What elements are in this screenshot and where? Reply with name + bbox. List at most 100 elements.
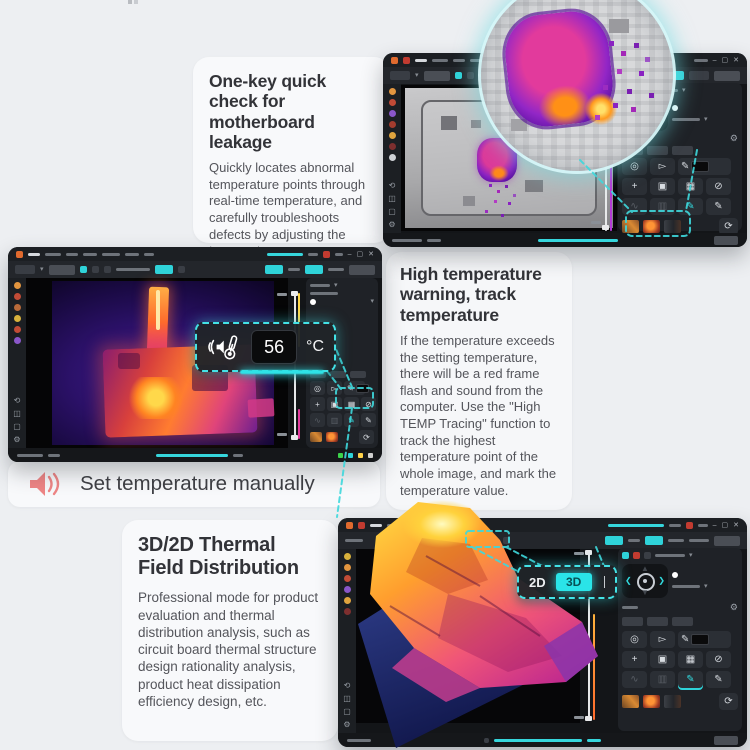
preset-button[interactable] (350, 371, 366, 378)
grid-view-button[interactable]: ▦ (678, 651, 703, 668)
span-button-active[interactable] (154, 265, 173, 274)
erase-button[interactable]: ⊘ (706, 651, 731, 668)
palette-dot[interactable] (13, 315, 21, 322)
tool-button[interactable] (91, 266, 99, 273)
calibration-button[interactable] (48, 264, 75, 275)
minimize-button[interactable]: – (712, 521, 717, 529)
palette-dot[interactable] (388, 154, 396, 161)
tool-toggle[interactable] (79, 266, 87, 273)
rows-tool-button[interactable]: ▥ (650, 198, 675, 215)
menu-item[interactable] (387, 523, 403, 527)
palette-dot[interactable] (343, 553, 351, 560)
tool-toggle[interactable] (454, 72, 462, 79)
tool-button[interactable] (491, 537, 498, 544)
undo-icon[interactable]: ⟲ (388, 181, 396, 190)
caret-down-icon[interactable]: ▾ (689, 552, 693, 559)
preset-button[interactable] (672, 146, 693, 155)
gallery-thumbnail[interactable] (664, 220, 681, 233)
preset-button[interactable] (647, 617, 668, 626)
tool-button[interactable] (466, 72, 474, 79)
panel-icon[interactable]: ◫ (13, 409, 21, 418)
connect-button[interactable] (714, 235, 738, 245)
curve-tool-button[interactable]: ∿ (622, 198, 647, 215)
account-placeholder[interactable] (668, 523, 681, 527)
erase-button[interactable]: ⊘ (706, 178, 731, 195)
mode-button[interactable] (689, 71, 709, 80)
alert-toggle[interactable] (633, 552, 640, 559)
mode-button-active[interactable] (305, 265, 323, 274)
palette-dot[interactable] (343, 597, 351, 604)
undo-icon[interactable]: ⟲ (13, 396, 21, 405)
grid-view-button[interactable]: ▦ (344, 397, 359, 411)
gear-icon[interactable]: ⚙ (388, 220, 396, 229)
box-icon[interactable]: ▢ (13, 422, 21, 431)
gear-icon[interactable]: ⚙ (729, 133, 738, 143)
slider-handle[interactable] (602, 225, 609, 230)
device-dropdown[interactable] (390, 71, 410, 80)
annotate-button[interactable]: ✎ (678, 631, 731, 648)
tool-button[interactable] (503, 537, 510, 544)
frame-select-button[interactable]: ▣ (650, 651, 675, 668)
palette-dot[interactable] (13, 304, 21, 311)
erase-button[interactable]: ⊘ (361, 397, 376, 411)
temp-trace-button-active[interactable]: ✎ (678, 671, 703, 688)
menu-item[interactable] (408, 523, 420, 527)
grid-view-button[interactable]: ▦ (678, 178, 703, 195)
palette-dot[interactable] (13, 326, 21, 333)
calibration-button[interactable] (423, 70, 450, 81)
palette-dot[interactable] (13, 337, 21, 344)
frame-select-button[interactable]: ▣ (327, 397, 342, 411)
toggle-2d-button[interactable]: 2D (529, 574, 546, 590)
mode-button-active[interactable] (645, 536, 663, 545)
language-flag-icon[interactable] (685, 521, 693, 529)
preset-button[interactable] (310, 371, 326, 378)
close-button[interactable]: ✕ (368, 250, 374, 258)
temp-mark-button[interactable]: ✎ (361, 413, 376, 427)
mode-button-active[interactable] (605, 536, 623, 545)
connection-button[interactable] (349, 264, 375, 275)
mode-button-active[interactable] (265, 265, 283, 274)
menu-item[interactable] (66, 252, 78, 256)
dropdown-placeholder[interactable] (672, 118, 700, 121)
menu-item[interactable] (45, 252, 61, 256)
menu-item[interactable] (102, 252, 120, 256)
frame-select-button[interactable]: ▣ (650, 178, 675, 195)
temp-trace-button[interactable]: ✎ (344, 381, 369, 395)
palette-dot[interactable] (343, 586, 351, 593)
gallery-thumbnail[interactable] (310, 432, 322, 442)
tri-up-icon[interactable]: ▲ (641, 564, 649, 573)
refresh-button[interactable]: ⟳ (719, 693, 738, 710)
palette-dot[interactable] (388, 99, 396, 106)
tri-down-icon[interactable]: ▼ (641, 588, 649, 597)
toggle-3d-button-active[interactable]: 3D (555, 573, 592, 591)
preset-button[interactable] (647, 146, 668, 155)
dropdown-placeholder[interactable] (672, 585, 700, 588)
slider-handle-max[interactable] (291, 291, 298, 296)
gear-icon[interactable]: ⚙ (343, 720, 351, 729)
slider-handle-min[interactable] (585, 716, 592, 721)
refresh-button[interactable]: ⟳ (359, 430, 374, 444)
palette-dot[interactable] (13, 293, 21, 300)
menu-item[interactable] (453, 58, 465, 62)
maximize-button[interactable]: ▢ (356, 250, 364, 258)
temp-mark-button[interactable]: ✎ (706, 671, 731, 688)
view-mode-button-active[interactable] (468, 536, 486, 545)
temp-mark-button[interactable]: ✎ (706, 198, 731, 215)
temperature-input[interactable]: 56 (251, 330, 298, 364)
box-icon[interactable]: ▢ (388, 207, 396, 216)
slider-handle-max[interactable] (585, 550, 592, 555)
language-flag-icon[interactable] (322, 250, 330, 258)
palette-dot[interactable] (13, 282, 21, 289)
menu-item[interactable] (125, 252, 139, 256)
gear-icon[interactable]: ⚙ (729, 602, 738, 612)
add-point-button[interactable]: + (622, 651, 647, 668)
close-button[interactable]: ✕ (733, 521, 739, 529)
preset-button[interactable] (672, 617, 693, 626)
language-placeholder[interactable] (697, 523, 708, 527)
tool-icon[interactable] (644, 552, 651, 559)
add-point-button[interactable]: + (622, 178, 647, 195)
palette-dot[interactable] (388, 143, 396, 150)
palette-dot[interactable] (388, 121, 396, 128)
annotate-button[interactable]: ✎ (678, 158, 731, 175)
website-link[interactable] (587, 738, 601, 742)
